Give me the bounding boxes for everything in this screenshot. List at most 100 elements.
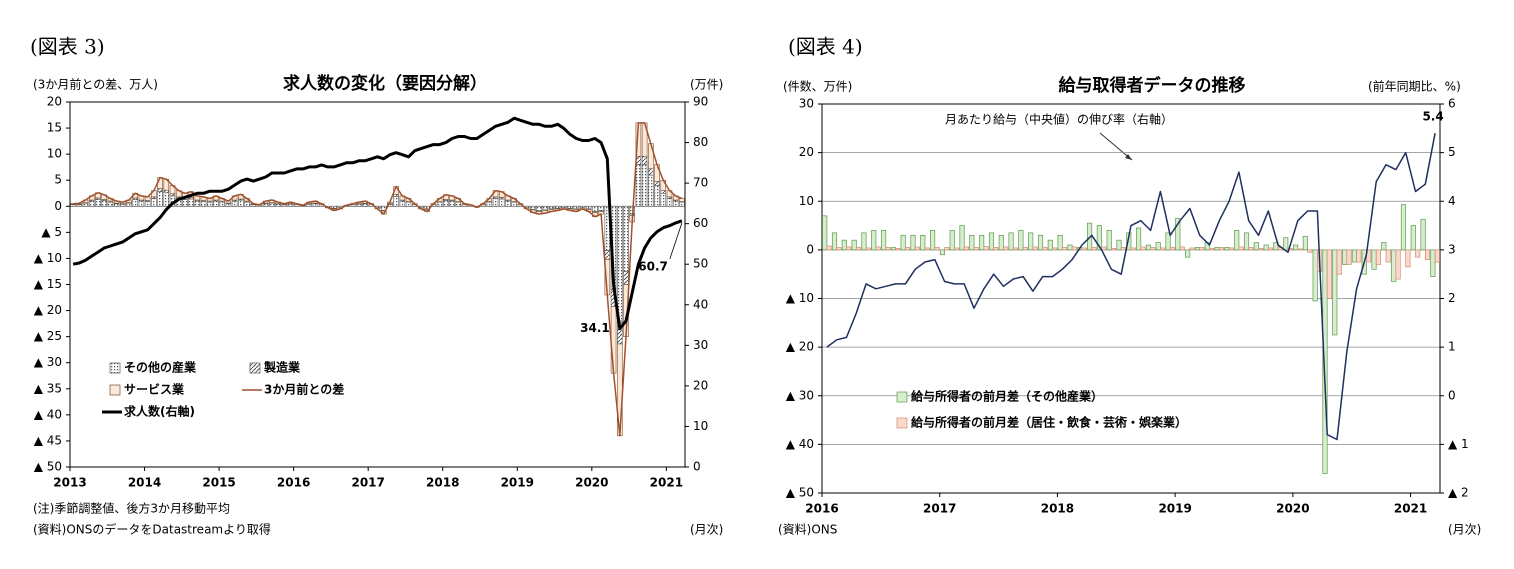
bar bbox=[1111, 248, 1117, 251]
x-tick-label: 2019 bbox=[1158, 502, 1191, 516]
bar bbox=[567, 205, 573, 209]
bar bbox=[880, 230, 887, 251]
bar bbox=[660, 190, 667, 194]
bar bbox=[1243, 232, 1250, 251]
bar bbox=[1430, 249, 1436, 277]
bar bbox=[604, 250, 611, 260]
bar bbox=[944, 247, 950, 251]
bar bbox=[1336, 249, 1342, 275]
x-tick-label: 2020 bbox=[1276, 502, 1309, 516]
y-tick-label: 0 bbox=[54, 199, 62, 213]
y-tick-label: 10 bbox=[799, 194, 814, 208]
bar bbox=[641, 155, 648, 165]
bar bbox=[1375, 249, 1382, 265]
bar bbox=[1037, 234, 1044, 251]
bar bbox=[914, 246, 920, 251]
bar bbox=[436, 201, 443, 207]
legend-label: 3か月前との差 bbox=[264, 382, 344, 397]
bar bbox=[831, 232, 838, 251]
bar bbox=[1185, 249, 1191, 258]
bar bbox=[660, 192, 667, 207]
bar bbox=[157, 191, 163, 207]
y-tick-label: ▲ 25 bbox=[34, 329, 62, 343]
bar bbox=[846, 246, 852, 251]
y2-tick-label: 5 bbox=[1448, 145, 1456, 159]
bar bbox=[144, 201, 151, 207]
bar bbox=[275, 203, 281, 207]
bar bbox=[1081, 247, 1087, 251]
bar bbox=[225, 203, 232, 207]
figure-label: (図表 3) bbox=[30, 35, 105, 59]
bar bbox=[1136, 227, 1142, 251]
bar bbox=[573, 205, 580, 210]
bar bbox=[151, 198, 157, 207]
y-tick-label: 30 bbox=[799, 97, 814, 111]
y2-tick-label: 80 bbox=[693, 135, 708, 149]
y-tick-label: ▲ 10 bbox=[786, 291, 814, 305]
bar bbox=[219, 201, 225, 207]
bar bbox=[1434, 249, 1440, 263]
legend-label: 給与所得者の前月差（その他産業） bbox=[911, 389, 1103, 404]
bar bbox=[182, 199, 188, 207]
x-tick-label: 2018 bbox=[1041, 502, 1074, 516]
bar bbox=[988, 232, 995, 251]
y-axis-label: (件数、万件) bbox=[783, 79, 852, 94]
bar bbox=[498, 198, 505, 207]
x-tick-label: 2020 bbox=[575, 476, 608, 490]
bar bbox=[895, 248, 901, 251]
bar bbox=[654, 185, 660, 207]
bar bbox=[95, 199, 101, 207]
bar bbox=[885, 247, 891, 251]
bar bbox=[654, 180, 660, 186]
y2-tick-label: 70 bbox=[693, 176, 708, 190]
bar bbox=[1283, 237, 1289, 251]
y2-axis-label: (前年同期比、%) bbox=[1368, 79, 1461, 94]
y2-tick-label: 0 bbox=[693, 460, 701, 474]
annotation: 月あたり給与（中央値）の伸び率（右軸） bbox=[945, 112, 1173, 127]
bar bbox=[486, 201, 493, 207]
data-label: 5.4 bbox=[1422, 110, 1443, 124]
bar bbox=[1018, 230, 1024, 251]
bar bbox=[1150, 247, 1156, 251]
bar bbox=[1224, 247, 1230, 251]
bar bbox=[1273, 242, 1279, 251]
bar bbox=[1405, 249, 1411, 268]
y2-tick-label: 1 bbox=[1448, 340, 1456, 354]
bar bbox=[163, 189, 170, 194]
y2-tick-label: 90 bbox=[693, 95, 708, 109]
y-tick-label: ▲ 45 bbox=[34, 433, 62, 447]
bar bbox=[871, 230, 877, 251]
bar bbox=[548, 205, 555, 210]
bar bbox=[405, 201, 412, 207]
bar bbox=[200, 201, 207, 207]
bar bbox=[616, 205, 623, 322]
chart-title: 求人数の変化（要因分解） bbox=[283, 73, 487, 94]
y-tick-label: ▲ 10 bbox=[34, 251, 62, 265]
bar bbox=[1238, 246, 1244, 251]
x-tick-label: 2016 bbox=[805, 502, 838, 516]
bar bbox=[393, 196, 399, 207]
x-axis-label: (月次) bbox=[690, 523, 723, 537]
y-tick-label: 20 bbox=[799, 145, 814, 159]
bar bbox=[890, 247, 896, 251]
y-tick-label: ▲ 40 bbox=[34, 407, 62, 421]
bar bbox=[1214, 247, 1220, 251]
bar bbox=[82, 202, 89, 207]
bar bbox=[269, 202, 275, 207]
bar bbox=[905, 247, 911, 251]
bar bbox=[126, 202, 132, 207]
bar bbox=[924, 247, 930, 251]
bar bbox=[1351, 249, 1357, 263]
bar bbox=[969, 234, 975, 251]
bar bbox=[641, 164, 648, 207]
bar bbox=[851, 239, 857, 251]
bar bbox=[1120, 247, 1126, 251]
bar bbox=[505, 200, 511, 207]
legend-label: サービス業 bbox=[124, 382, 185, 397]
bar bbox=[1091, 247, 1097, 251]
legend-label: 求人数(右軸) bbox=[124, 404, 195, 419]
x-tick-label: 2013 bbox=[53, 476, 86, 490]
bar bbox=[138, 200, 145, 207]
bar bbox=[983, 246, 989, 251]
bar bbox=[511, 201, 517, 207]
